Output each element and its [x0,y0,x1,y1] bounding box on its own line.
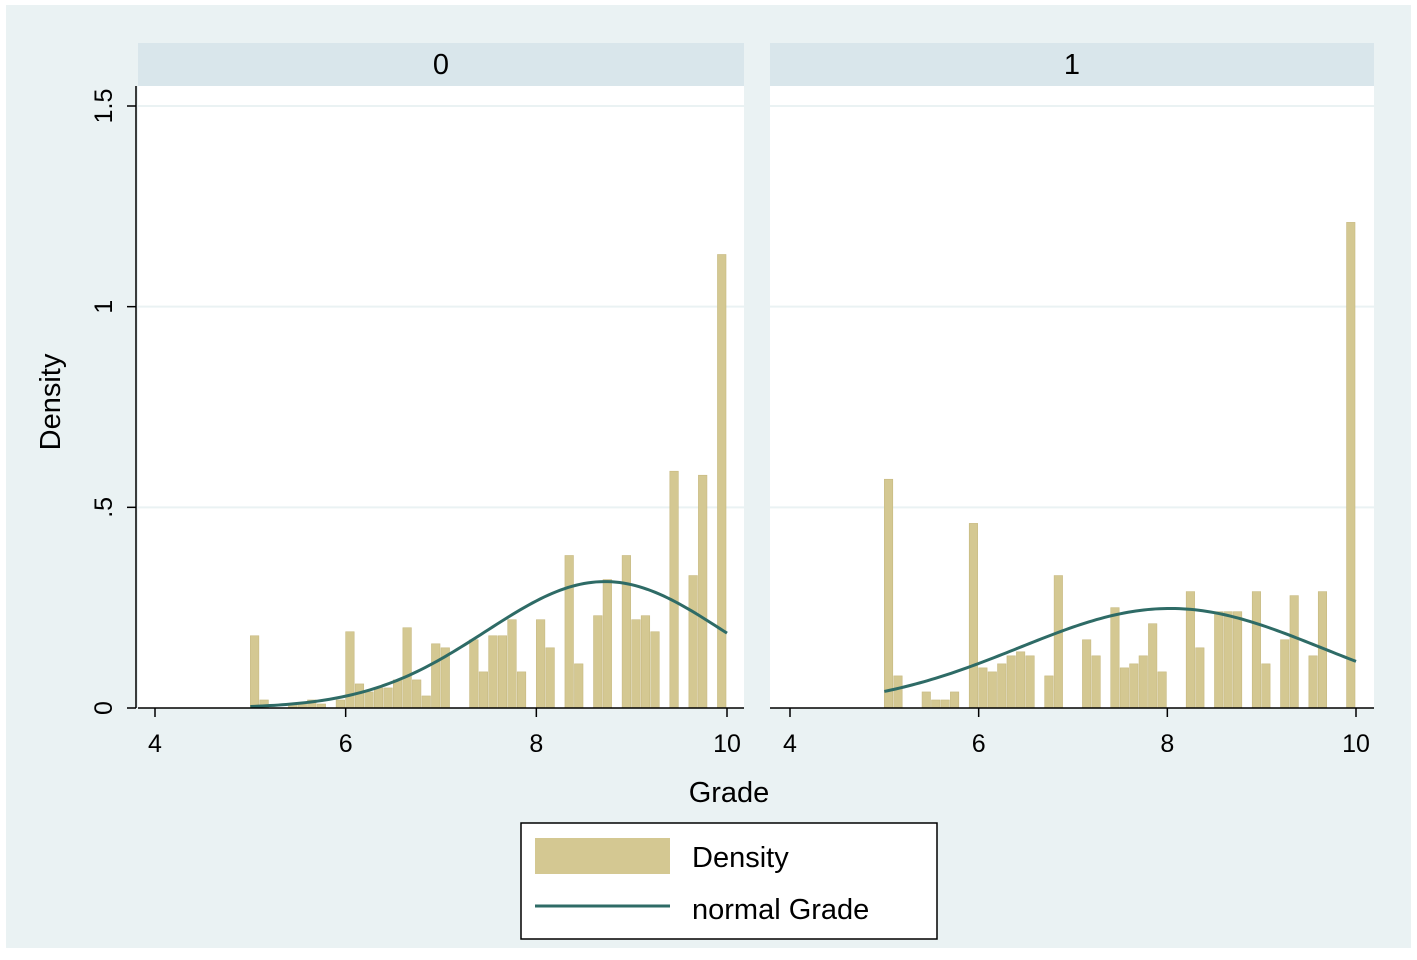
histogram-bar [373,687,384,709]
x-tick-label: 8 [529,730,543,758]
histogram-bar [987,671,997,709]
histogram-bar [393,679,403,709]
histogram-bar [1082,639,1092,709]
x-tick-label: 8 [1160,730,1174,758]
histogram-bar [1006,655,1016,709]
histogram-bar [650,631,660,709]
x-tick-label: 6 [972,730,986,758]
histogram-bar [469,639,479,709]
histogram-bar [621,555,631,709]
y-axis-title: Density [35,353,67,450]
normal-curve [884,606,1357,693]
x-tick-label: 10 [713,730,741,758]
histogram-bar [968,523,978,709]
histogram-bar [478,671,488,709]
histogram-bar [1053,575,1063,709]
histogram-bar [1119,667,1129,709]
histogram-bar [364,691,374,709]
histogram-bar [698,474,708,709]
histogram-bar [631,619,641,709]
y-tick-label: .5 [90,497,118,518]
y-tick-label: 0 [90,701,118,715]
histogram-bar [1138,655,1148,709]
legend-label-normal-grade: normal Grade [692,894,869,926]
histogram-bar [536,619,546,709]
x-axis-title: Grade [689,777,770,809]
histogram-bar [640,615,651,709]
histogram-bar [354,683,365,709]
histogram-bar [688,575,698,709]
histogram-bar [250,635,260,709]
histogram-bar [564,555,574,709]
y-tick-label: 1 [90,300,118,314]
histogram-bar [884,478,894,709]
histogram-bar [669,470,679,709]
histogram-bar [1289,595,1299,709]
histogram-bar [717,254,727,709]
histogram-bar [921,691,931,709]
panel-strip-label: 1 [1064,49,1080,81]
panels-layer: 0 4 6 8 10 0 .5 1 1.5 1 4 6 8 10 [90,43,1374,758]
histogram-bar [431,643,441,709]
histogram-bar [1214,611,1224,709]
panel-1: 1 4 6 8 10 [770,43,1374,758]
histogram-bar [1016,651,1026,709]
histogram-bar [507,619,517,709]
histogram-bar [497,635,508,709]
panel-0: 0 4 6 8 10 0 .5 1 1.5 [90,43,744,758]
histogram-bar [1346,222,1356,709]
legend-density-swatch [535,838,670,874]
histogram-bar [1261,663,1271,709]
histogram-bar [516,671,527,709]
histogram-bar [1025,655,1035,709]
y-tick-label: 1.5 [90,89,118,124]
histogram-bar [335,699,345,709]
histogram-bar [545,647,555,709]
histogram-bar [1251,591,1261,709]
histogram-bar [402,627,412,709]
histogram-bar [421,695,431,709]
x-tick-label: 10 [1342,730,1370,758]
histogram-bar [593,615,603,709]
histogram-bar [574,663,584,709]
panel-strip [770,43,1374,86]
histogram-bar [1233,611,1243,709]
histogram-bar [383,687,393,709]
panel-strip-label: 0 [433,49,449,81]
histogram-bar [1044,675,1054,709]
histogram-bar [1157,671,1167,709]
histogram-bar [1110,607,1120,709]
x-tick-label: 4 [783,730,797,758]
histogram-bar [602,579,612,709]
histogram-bar [893,675,903,709]
legend: Density normal Grade [520,822,938,940]
plot-region [138,86,744,708]
histogram-bar [1091,655,1101,709]
plot-region [770,86,1374,708]
histogram-bar [1148,623,1158,709]
legend-label-density: Density [692,842,789,874]
histogram-bar [1223,611,1233,709]
histogram-bar [978,667,988,709]
x-tick-label: 4 [148,730,162,758]
histogram-bar [931,699,941,709]
histogram-bar [1129,663,1139,709]
histogram-bar [1308,655,1318,709]
histogram-bar [997,663,1007,709]
histogram-bar [412,679,422,709]
histogram-bar [1280,639,1290,709]
histogram-bar [940,699,950,709]
histogram-bar [1195,647,1205,709]
panel-strip [138,43,744,86]
x-tick-label: 6 [339,730,353,758]
histogram-bar [950,691,960,709]
normal-curve [250,580,728,708]
histogram-bar [488,635,498,709]
